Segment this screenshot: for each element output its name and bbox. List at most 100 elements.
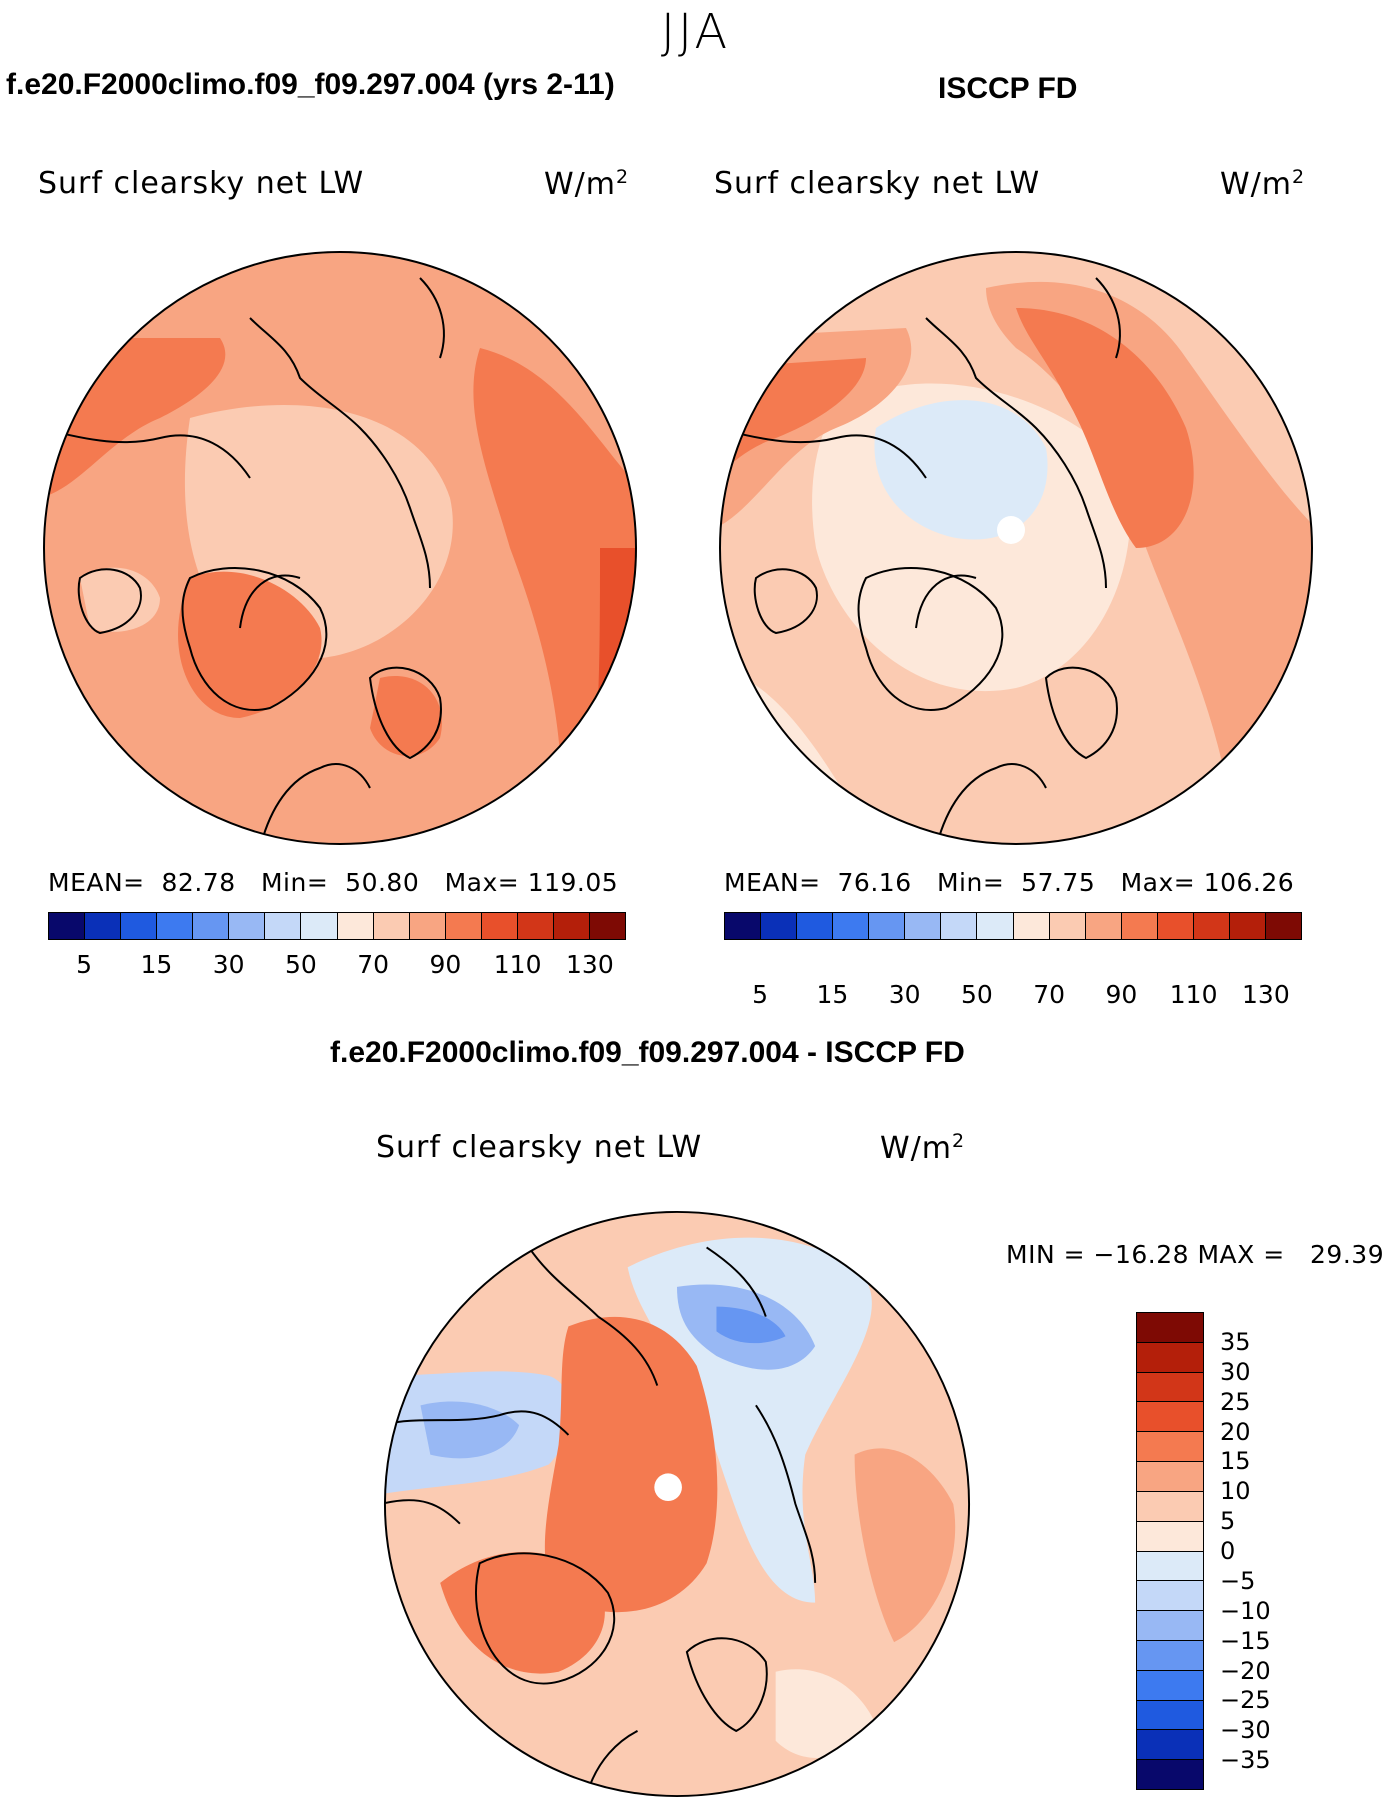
model-field-label: Surf clearsky net LW: [38, 166, 365, 201]
colorbar-tick-label: 30: [888, 980, 921, 1009]
season-title: JJA: [660, 4, 731, 60]
diff-east-positive: [854, 1448, 956, 1643]
obs-max-region: [1016, 308, 1194, 548]
colorbar-tick-label: 35: [1220, 1327, 1251, 1356]
model-colorbar-ticks: 5 15 30 50 70 90 110 130: [48, 950, 626, 980]
colorbar-swatch: [1137, 1342, 1203, 1373]
colorbar-tick-label: 110: [1169, 980, 1218, 1009]
model-panel-title: f.e20.F2000climo.f09_f09.297.004 (yrs 2-…: [6, 68, 615, 101]
colorbar-swatch: [445, 913, 482, 939]
colorbar-tick-label: 50: [960, 980, 993, 1009]
obs-field-label: Surf clearsky net LW: [714, 166, 1041, 201]
obs-max-value: 106.26: [1203, 868, 1295, 897]
diff-stats: MIN = −16.28 MAX = 29.39: [1006, 1240, 1385, 1269]
colorbar-swatch: [977, 913, 1014, 939]
colorbar-swatch: [481, 913, 518, 939]
obs-blue-region: [874, 400, 1048, 540]
colorbar-tick-label: 20: [1220, 1417, 1251, 1446]
colorbar-tick-label: 110: [493, 950, 542, 979]
colorbar-swatch: [1137, 1462, 1203, 1492]
obs-panel-title: ISCCP FD: [938, 72, 1078, 105]
colorbar-swatch: [1137, 1700, 1203, 1731]
diff-map-border: [383, 1210, 971, 1798]
obs-units-label: W/m2: [1220, 166, 1306, 202]
colorbar-swatch: [1157, 913, 1194, 939]
diff-field-label: Surf clearsky net LW: [376, 1130, 703, 1165]
colorbar-swatch: [157, 913, 194, 939]
colorbar-tick-label: 10: [1220, 1477, 1251, 1506]
colorbar-swatch: [905, 913, 942, 939]
colorbar-tick-label: 90: [1105, 980, 1138, 1009]
colorbar-tick-label: −5: [1220, 1566, 1256, 1595]
colorbar-swatch: [1137, 1730, 1203, 1761]
colorbar-tick-label: 0: [1220, 1537, 1236, 1565]
diff-pale-region: [775, 1669, 875, 1759]
colorbar-swatch: [229, 913, 266, 939]
colorbar-tick-label: 30: [1220, 1357, 1251, 1386]
obs-pole-gap: [997, 516, 1025, 544]
colorbar-swatch: [337, 913, 374, 939]
colorbar-swatch: [1137, 1491, 1203, 1522]
obs-mean-value: 76.16: [837, 868, 912, 897]
colorbar-swatch: [1013, 913, 1050, 939]
diff-max-value: 29.39: [1310, 1240, 1385, 1269]
obs-map: [719, 251, 1313, 845]
colorbar-swatch: [1137, 1640, 1203, 1671]
model-map: [43, 251, 637, 845]
colorbar-swatch: [1137, 1402, 1203, 1433]
colorbar-swatch: [941, 913, 978, 939]
model-stats: MEAN= 82.78 Min= 50.80 Max= 119.05: [48, 868, 619, 897]
colorbar-swatch: [517, 913, 554, 939]
colorbar-swatch: [725, 913, 762, 939]
colorbar-swatch: [121, 913, 158, 939]
colorbar-swatch: [1121, 913, 1158, 939]
colorbar-swatch: [1137, 1313, 1203, 1343]
colorbar-tick-label: −35: [1220, 1746, 1271, 1775]
diff-map: [383, 1210, 971, 1798]
model-mean-value: 82.78: [161, 868, 236, 897]
model-min-value: 50.80: [345, 868, 420, 897]
colorbar-tick-label: 5: [76, 950, 93, 979]
colorbar-swatch: [1049, 913, 1086, 939]
model-hudson-region: [80, 567, 160, 632]
diff-colorbar: [1136, 1312, 1204, 1790]
obs-coastlines: [720, 277, 1121, 844]
colorbar-tick-label: 30: [212, 950, 245, 979]
diff-min-value: −16.28: [1093, 1240, 1190, 1269]
colorbar-swatch: [193, 913, 230, 939]
model-colorbar: [48, 912, 626, 940]
obs-min-value: 57.75: [1021, 868, 1096, 897]
colorbar-tick-label: −25: [1220, 1686, 1271, 1715]
colorbar-tick-label: −30: [1220, 1716, 1271, 1745]
colorbar-swatch: [373, 913, 410, 939]
colorbar-swatch: [833, 913, 870, 939]
model-map-border: [43, 251, 637, 845]
colorbar-swatch: [1193, 913, 1230, 939]
colorbar-tick-label: 5: [752, 980, 769, 1009]
colorbar-tick-label: −15: [1220, 1626, 1271, 1655]
colorbar-swatch: [1137, 1372, 1203, 1403]
colorbar-tick-label: 70: [357, 950, 390, 979]
model-greenland-region: [178, 571, 322, 718]
colorbar-swatch: [85, 913, 122, 939]
diff-colorbar-ticks: 35 30 25 20 15 10 5 0 −5 −10 −15 −20 −25 −30 −35: [1220, 1312, 1320, 1790]
diff-coastlines: [384, 1246, 817, 1791]
diff-units-label: W/m2: [880, 1130, 966, 1166]
colorbar-swatch: [553, 913, 590, 939]
colorbar-swatch: [1137, 1551, 1203, 1582]
colorbar-swatch: [797, 913, 834, 939]
obs-map-border: [719, 251, 1313, 845]
colorbar-swatch: [869, 913, 906, 939]
colorbar-tick-label: −10: [1220, 1596, 1271, 1625]
diff-greenland-positive: [440, 1551, 605, 1674]
obs-stats: MEAN= 76.16 Min= 57.75 Max= 106.26: [724, 868, 1295, 897]
colorbar-tick-label: 130: [1242, 980, 1290, 1009]
model-units-label: W/m2: [544, 166, 630, 202]
colorbar-swatch: [301, 913, 338, 939]
colorbar-tick-label: 70: [1033, 980, 1066, 1009]
colorbar-swatch: [1137, 1432, 1203, 1463]
colorbar-swatch: [1265, 913, 1301, 939]
colorbar-swatch: [1229, 913, 1266, 939]
colorbar-swatch: [589, 913, 625, 939]
colorbar-swatch: [1137, 1611, 1203, 1641]
